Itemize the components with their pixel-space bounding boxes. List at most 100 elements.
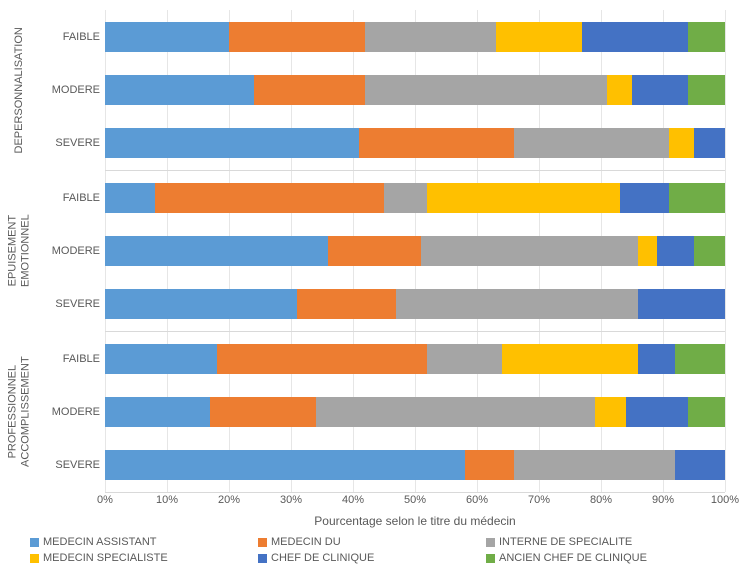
bar-segment [359, 128, 514, 158]
bar-segment [365, 75, 607, 105]
stacked-bar [105, 344, 725, 374]
bar-segment [620, 183, 670, 213]
x-tick-label: 40% [342, 494, 364, 506]
stacked-bar [105, 75, 725, 105]
bar-segment [638, 236, 657, 266]
bar-segment [514, 128, 669, 158]
legend-label: MEDECIN DU [271, 536, 341, 548]
row-label: MODERE [45, 406, 100, 418]
bar-segment [632, 75, 688, 105]
legend-label: ANCIEN CHEF DE CLINIQUE [499, 552, 647, 564]
bar-segment [155, 183, 384, 213]
bar-segment [105, 450, 465, 480]
bar-segment [384, 183, 427, 213]
bar-segment [595, 397, 626, 427]
chart-row: FAIBLE [105, 171, 725, 224]
stacked-bar [105, 22, 725, 52]
x-tick-label: 90% [652, 494, 674, 506]
bar-segment [496, 22, 583, 52]
bar-segment [675, 450, 725, 480]
legend-label: MEDECIN SPECIALISTE [43, 552, 168, 564]
row-label: FAIBLE [45, 353, 100, 365]
row-label: FAIBLE [45, 192, 100, 204]
bar-segment [669, 183, 725, 213]
legend-item: ANCIEN CHEF DE CLINIQUE [486, 552, 686, 564]
group-label: PROFESSIONNELACCOMPLISSEMENT [0, 332, 38, 492]
bar-segment [669, 128, 694, 158]
bar-segment [607, 75, 632, 105]
group-label-text: EPUISEMENTEMOTIONNEL [6, 215, 31, 288]
bar-segment [465, 450, 515, 480]
row-label: SEVERE [45, 137, 100, 149]
bar-segment [514, 450, 675, 480]
x-tick-label: 50% [404, 494, 426, 506]
row-label: MODERE [45, 84, 100, 96]
bar-segment [638, 289, 725, 319]
legend-item: CHEF DE CLINIQUE [258, 552, 458, 564]
x-tick-label: 30% [280, 494, 302, 506]
bar-segment [105, 75, 254, 105]
legend-label: CHEF DE CLINIQUE [271, 552, 374, 564]
x-axis-ticks: 0%10%20%30%40%50%60%70%80%90%100% [105, 494, 725, 510]
legend-swatch [486, 554, 495, 563]
bar-segment [105, 344, 217, 374]
stacked-bar [105, 183, 725, 213]
row-label: SEVERE [45, 298, 100, 310]
chart-row: MODERE [105, 224, 725, 277]
row-label: FAIBLE [45, 31, 100, 43]
x-tick-label: 20% [218, 494, 240, 506]
chart-row: SEVERE [105, 439, 725, 492]
bar-segment [688, 75, 725, 105]
bar-segment [365, 22, 495, 52]
bar-segment [694, 236, 725, 266]
chart-row: SEVERE [105, 278, 725, 331]
legend-item: MEDECIN SPECIALISTE [30, 552, 230, 564]
bar-segment [105, 183, 155, 213]
x-tick-label: 100% [711, 494, 739, 506]
bar-segment [694, 128, 725, 158]
legend-swatch [30, 538, 39, 547]
bar-segment [427, 183, 619, 213]
gridline [725, 10, 726, 492]
bar-segment [638, 344, 675, 374]
burnout-chart: DEPERSONNALISATIONFAIBLEMODERESEVEREEPUI… [0, 0, 748, 576]
group-label-text: DEPERSONNALISATION [13, 27, 26, 153]
chart-row: MODERE [105, 385, 725, 438]
bar-segment [297, 289, 396, 319]
legend-label: INTERNE DE SPECIALITE [499, 536, 632, 548]
bar-segment [688, 397, 725, 427]
bar-segment [427, 344, 501, 374]
bar-segment [328, 236, 421, 266]
chart-row: SEVERE [105, 117, 725, 170]
legend-swatch [486, 538, 495, 547]
bar-segment [396, 289, 638, 319]
legend-item: INTERNE DE SPECIALITE [486, 536, 686, 548]
group-label: EPUISEMENTEMOTIONNEL [0, 171, 38, 331]
x-tick-label: 80% [590, 494, 612, 506]
bar-segment [502, 344, 638, 374]
x-tick-label: 0% [97, 494, 113, 506]
chart-row: FAIBLE [105, 10, 725, 63]
stacked-bar [105, 289, 725, 319]
legend-item: MEDECIN DU [258, 536, 458, 548]
chart-row: MODERE [105, 63, 725, 116]
bar-segment [582, 22, 687, 52]
x-tick-label: 10% [156, 494, 178, 506]
bar-segment [316, 397, 595, 427]
plot-area: DEPERSONNALISATIONFAIBLEMODERESEVEREEPUI… [105, 10, 725, 493]
x-axis-title: Pourcentage selon le titre du médecin [105, 514, 725, 528]
x-tick-label: 70% [528, 494, 550, 506]
stacked-bar [105, 450, 725, 480]
bar-segment [217, 344, 428, 374]
bar-segment [254, 75, 366, 105]
bar-segment [626, 397, 688, 427]
stacked-bar [105, 397, 725, 427]
bar-segment [229, 22, 365, 52]
bar-segment [105, 289, 297, 319]
group-label: DEPERSONNALISATION [0, 10, 38, 170]
stacked-bar [105, 128, 725, 158]
bar-segment [105, 128, 359, 158]
row-label: MODERE [45, 245, 100, 257]
bar-segment [105, 397, 210, 427]
chart-group: PROFESSIONNELACCOMPLISSEMENTFAIBLEMODERE… [105, 331, 725, 492]
